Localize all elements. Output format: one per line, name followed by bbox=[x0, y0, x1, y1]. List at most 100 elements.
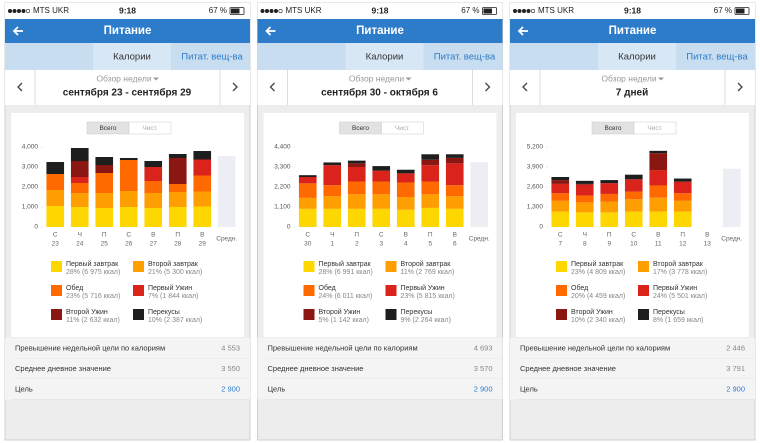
bar-segment bbox=[70, 177, 89, 183]
bar-segment bbox=[624, 211, 643, 227]
legend-name: Первый Ужин bbox=[401, 284, 445, 292]
toggle-label[interactable]: Чист. bbox=[142, 125, 157, 132]
battery-icon bbox=[482, 7, 497, 15]
stat-row bbox=[257, 379, 503, 400]
bar-segment bbox=[396, 209, 415, 227]
period-type-dropdown[interactable]: Обзор недели bbox=[349, 73, 405, 83]
prev-period-button[interactable] bbox=[522, 82, 528, 92]
average-bar bbox=[470, 162, 489, 227]
bar-segment bbox=[575, 180, 594, 184]
x-tick-day: П bbox=[354, 232, 359, 239]
tab[interactable]: Питат. вещ-ва bbox=[434, 52, 496, 63]
stat-row bbox=[510, 379, 755, 400]
bar-segment bbox=[396, 182, 415, 197]
signal-dot bbox=[512, 9, 517, 14]
bar-segment bbox=[421, 181, 440, 195]
toggle-label[interactable]: Всего bbox=[352, 125, 369, 132]
x-tick-date: 12 bbox=[679, 241, 687, 248]
signal-dot bbox=[517, 9, 522, 14]
prev-period-button[interactable] bbox=[17, 82, 23, 92]
bar-segment bbox=[649, 211, 668, 227]
stat-label: Среднее дневное значение bbox=[268, 364, 364, 373]
bar-segment bbox=[168, 154, 187, 158]
legend-share: 11% (2 632 ккал) bbox=[66, 317, 120, 324]
y-tick-label: 2,000 bbox=[22, 184, 39, 191]
back-button[interactable] bbox=[517, 26, 528, 36]
period-type-dropdown[interactable]: Обзор недели bbox=[96, 73, 152, 83]
tab-selected-bg bbox=[598, 43, 676, 70]
stat-value: 2 446 bbox=[726, 343, 745, 352]
toggle-label[interactable]: Всего bbox=[604, 125, 621, 132]
app-header bbox=[510, 19, 755, 43]
x-tick-date: 26 bbox=[125, 241, 133, 248]
legend-name: Второй завтрак bbox=[653, 260, 704, 268]
clock: 9:18 bbox=[371, 5, 388, 15]
toggle-label[interactable]: Чист. bbox=[395, 125, 410, 132]
back-button[interactable] bbox=[265, 26, 276, 36]
tab[interactable]: Калории bbox=[113, 52, 151, 63]
legend-name: Обед bbox=[319, 284, 336, 292]
dropdown-caret bbox=[153, 77, 159, 81]
next-period-button[interactable] bbox=[485, 82, 491, 92]
bar-segment bbox=[372, 166, 391, 171]
y-tick-label: 1,300 bbox=[527, 204, 544, 211]
legend-swatch bbox=[556, 285, 567, 296]
bar-segment bbox=[600, 180, 619, 184]
tab[interactable]: Питат. вещ-ва bbox=[686, 52, 748, 63]
bar-segment bbox=[323, 196, 342, 209]
bar-segment bbox=[193, 159, 212, 176]
legend-share: 10% (2 387 ккал) bbox=[148, 317, 202, 324]
x-tick-day: В bbox=[453, 232, 457, 239]
x-tick-average: Средн. bbox=[469, 236, 490, 243]
dropdown-caret bbox=[405, 77, 412, 81]
legend-share: 5% (1 142 ккал) bbox=[319, 317, 369, 324]
stat-row bbox=[5, 358, 250, 379]
tab[interactable]: Питат. вещ-ва bbox=[181, 52, 243, 63]
bar-segment bbox=[119, 207, 138, 227]
bar-segment bbox=[445, 163, 464, 186]
bar-segment bbox=[551, 211, 570, 227]
bar-segment bbox=[144, 193, 163, 208]
bar-segment bbox=[445, 154, 464, 158]
toggle-option bbox=[633, 121, 677, 135]
bar-segment bbox=[70, 148, 89, 161]
bar-segment bbox=[551, 200, 570, 212]
bar-segment bbox=[372, 194, 391, 209]
toggle-label[interactable]: Чист. bbox=[647, 125, 662, 132]
tab[interactable]: Калории bbox=[618, 52, 656, 63]
x-tick-date: 30 bbox=[304, 241, 312, 248]
bar-segment bbox=[372, 170, 391, 182]
legend-swatch bbox=[133, 309, 144, 320]
signal-dot bbox=[8, 9, 13, 14]
bar-segment bbox=[421, 194, 440, 208]
bar-segment bbox=[445, 185, 464, 197]
x-tick-date: 23 bbox=[52, 241, 60, 248]
tab[interactable]: Калории bbox=[366, 52, 404, 63]
clock: 9:18 bbox=[624, 5, 641, 15]
legend-swatch bbox=[638, 285, 649, 296]
stat-value: 3 550 bbox=[221, 364, 240, 373]
bar-segment bbox=[551, 177, 570, 181]
bar-segment bbox=[600, 212, 619, 227]
bar-segment bbox=[551, 193, 570, 201]
x-tick-day: С bbox=[126, 232, 131, 239]
toggle-option bbox=[128, 121, 172, 135]
legend-name: Второй Ужин bbox=[66, 308, 108, 316]
next-period-button[interactable] bbox=[232, 82, 238, 92]
back-button[interactable] bbox=[12, 26, 23, 36]
legend-share: 28% (6 975 ккал) bbox=[66, 269, 120, 276]
period-type-dropdown[interactable]: Обзор недели bbox=[601, 73, 657, 83]
bar-segment bbox=[347, 181, 366, 195]
bar-segment bbox=[445, 208, 464, 227]
bar-segment bbox=[649, 170, 668, 186]
toggle-label[interactable]: Всего bbox=[99, 125, 116, 132]
prev-period-button[interactable] bbox=[269, 82, 275, 92]
phone-screen: MTS UKR 9:18 67 % Питание Калории Питат. вещ-… bbox=[509, 2, 756, 441]
legend-swatch bbox=[638, 261, 649, 272]
next-period-button[interactable] bbox=[737, 82, 743, 92]
battery-icon bbox=[734, 7, 750, 15]
legend-name: Перекусы bbox=[401, 309, 433, 316]
stat-label: Среднее дневное значение bbox=[15, 364, 111, 373]
bar-segment bbox=[421, 165, 440, 182]
